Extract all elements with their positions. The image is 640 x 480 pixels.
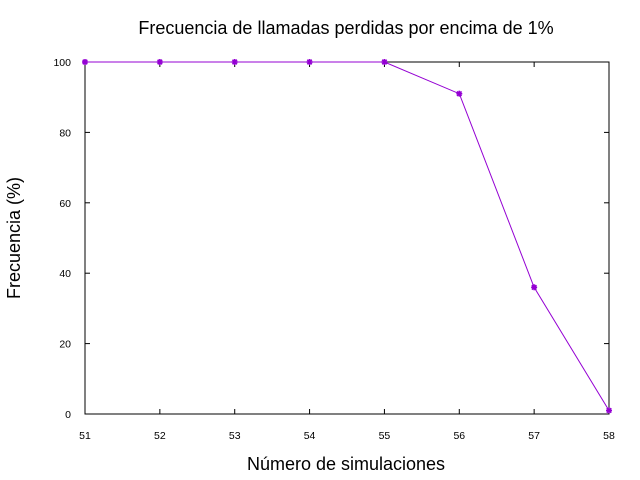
x-tick-label: 58 [603,430,615,442]
data-point-marker [531,284,538,291]
data-point-marker [306,59,313,65]
x-tick-label: 51 [79,430,91,442]
x-axis: 51 52 53 54 55 56 57 58 [79,62,615,442]
y-tick-label: 100 [53,57,71,69]
data-point-marker [381,59,388,65]
data-point-marker [231,59,238,65]
x-tick-label: 56 [453,430,465,442]
data-point-marker [456,90,463,97]
chart-title: Frecuencia de llamadas perdidas por enci… [138,18,553,38]
data-point-marker [606,407,612,414]
series-line [85,61,610,411]
y-tick-label: 0 [65,409,71,421]
y-tick-label: 60 [59,198,71,210]
x-tick-label: 55 [379,430,391,442]
y-axis-label: Frecuencia (%) [4,177,24,299]
y-tick-label: 80 [59,127,71,139]
series-layer [82,59,612,414]
x-tick-label: 54 [304,430,316,442]
x-axis-label: Número de simulaciones [247,454,445,474]
y-tick-label: 20 [59,339,71,351]
data-point-marker [82,59,88,65]
y-tick-label: 40 [59,268,71,280]
data-point-marker [156,59,163,65]
x-tick-label: 57 [528,430,540,442]
y-axis: 0 20 40 60 80 100 [53,57,609,421]
x-tick-label: 53 [229,430,241,442]
x-tick-label: 52 [154,430,166,442]
plot-area-border [84,61,610,415]
